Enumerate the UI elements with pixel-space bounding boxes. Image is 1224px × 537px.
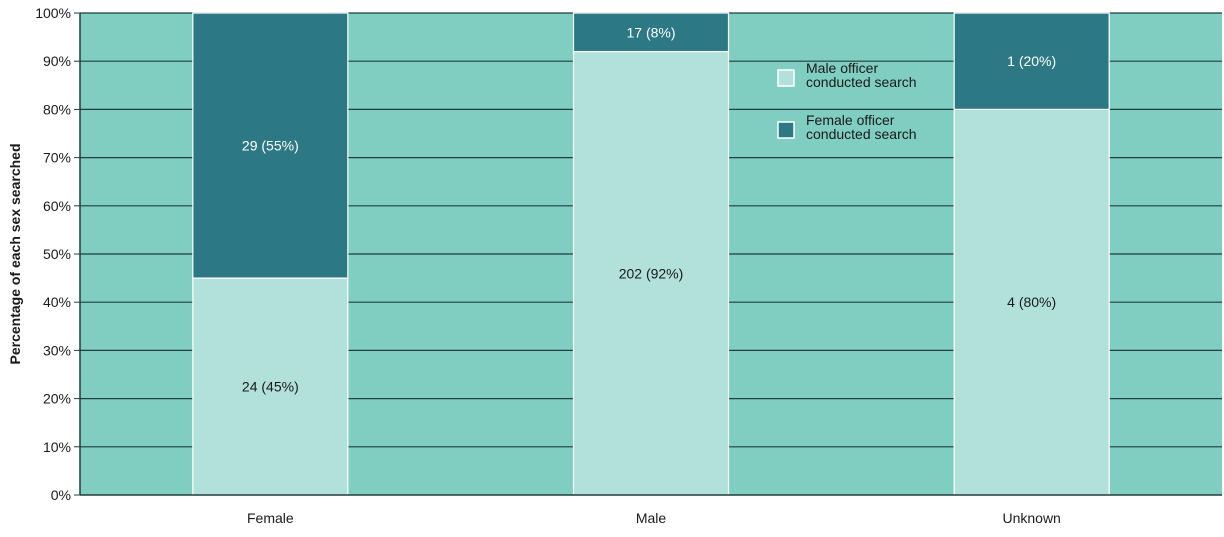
bars: 24 (45%) 29 (55%) 202 (92%) 17 (8%) 4 (80%) 1… bbox=[192, 12, 1110, 496]
legend-swatch bbox=[777, 121, 795, 139]
y-tick-label: 10% bbox=[43, 439, 71, 455]
bar-male-female-officer bbox=[572, 12, 730, 53]
bar-female-female-officer bbox=[192, 12, 349, 279]
bar-data-label: 1 (20%) bbox=[1007, 53, 1056, 69]
bar-male-male-officer bbox=[572, 50, 730, 496]
y-tick-label: 100% bbox=[35, 5, 71, 21]
legend-label: conducted search bbox=[806, 126, 917, 142]
bar-unknown-male-officer bbox=[953, 108, 1110, 496]
y-tick-label: 0% bbox=[51, 487, 71, 503]
bar-unknown-female-officer bbox=[953, 12, 1110, 111]
x-tick-label: Male bbox=[636, 510, 667, 526]
y-tick-label: 30% bbox=[43, 342, 71, 358]
legend-label: Female officer bbox=[806, 112, 895, 128]
y-axis-label: Percentage of each sex searched bbox=[7, 143, 23, 364]
x-tick-label: Female bbox=[247, 510, 294, 526]
y-tick-label: 90% bbox=[43, 53, 71, 69]
y-axis-ticks: 0% 10% 20% 30% 40% 50% 60% 70% 80% 90% 100% bbox=[35, 5, 80, 503]
y-tick-label: 60% bbox=[43, 198, 71, 214]
y-tick-label: 80% bbox=[43, 101, 71, 117]
bar-data-label: 24 (45%) bbox=[242, 379, 299, 395]
y-tick-label: 20% bbox=[43, 391, 71, 407]
legend-label: conducted search bbox=[806, 74, 917, 90]
bar-female-male-officer bbox=[192, 277, 349, 496]
legend-swatch bbox=[777, 69, 795, 87]
bar-data-label: 4 (80%) bbox=[1007, 294, 1056, 310]
bar-data-label: 202 (92%) bbox=[619, 265, 684, 281]
bar-data-label: 29 (55%) bbox=[242, 138, 299, 154]
y-tick-label: 50% bbox=[43, 246, 71, 262]
x-axis-ticks: Female Male Unknown bbox=[247, 510, 1061, 526]
legend-label: Male officer bbox=[806, 60, 878, 76]
bar-data-label: 17 (8%) bbox=[626, 24, 675, 40]
y-tick-label: 70% bbox=[43, 150, 71, 166]
y-tick-label: 40% bbox=[43, 294, 71, 310]
x-tick-label: Unknown bbox=[1002, 510, 1060, 526]
